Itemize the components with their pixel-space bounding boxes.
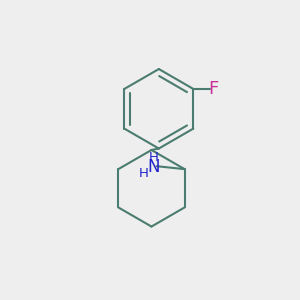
Text: H: H (149, 152, 159, 164)
Text: N: N (148, 158, 160, 176)
Text: F: F (209, 80, 219, 98)
Text: H: H (139, 167, 148, 180)
